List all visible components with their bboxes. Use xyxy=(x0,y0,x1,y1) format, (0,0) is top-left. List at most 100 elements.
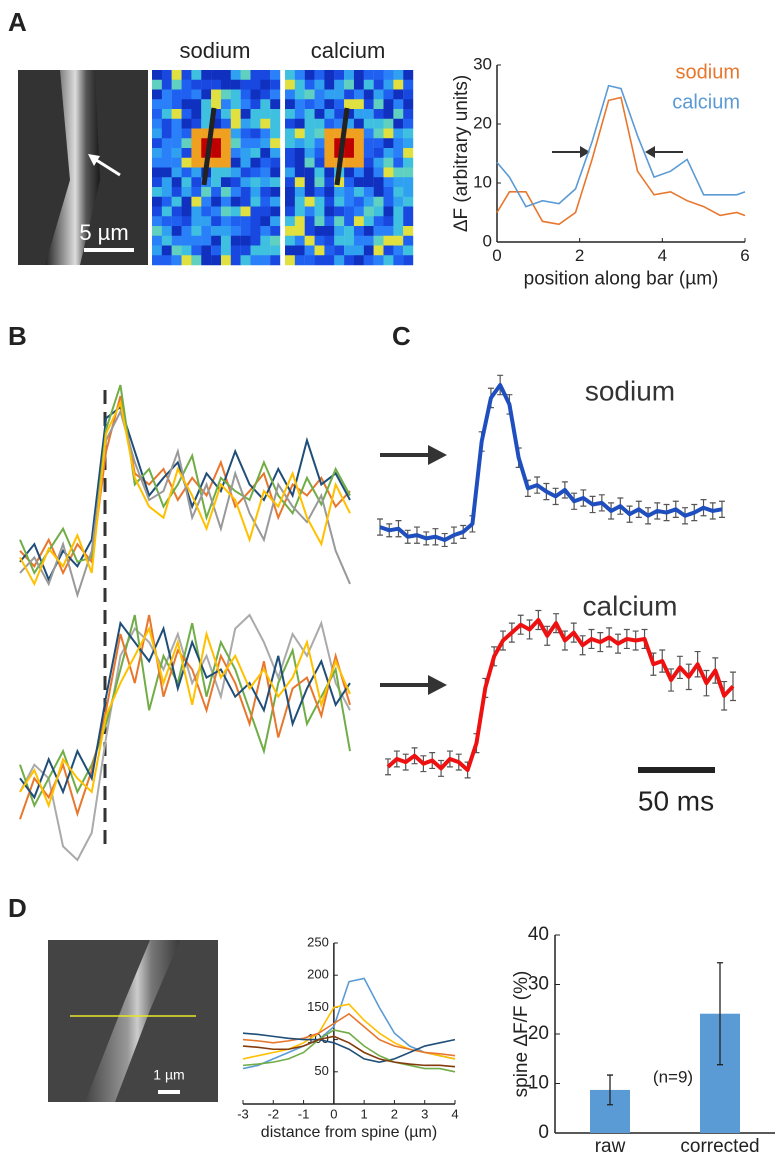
heatmap-cell xyxy=(324,187,335,197)
heatmap-cell xyxy=(304,148,315,158)
dendrite xyxy=(85,940,180,1102)
heatmap-cell xyxy=(324,118,335,129)
heatmap-cell xyxy=(270,196,281,207)
heatmap-cell xyxy=(353,235,364,246)
heatmap-cell xyxy=(240,157,251,168)
heatmap-cell xyxy=(171,226,182,236)
heatmap-cell xyxy=(260,167,271,178)
heatmap-cell xyxy=(230,109,241,119)
heatmap-cell xyxy=(393,206,404,217)
heatmap-cell xyxy=(363,196,374,207)
heatmap-cell xyxy=(373,245,384,256)
heatmap-cell xyxy=(152,196,162,207)
heatmap-cell xyxy=(181,118,192,129)
heatmap-cell xyxy=(220,167,231,178)
heatmap-cell xyxy=(363,177,374,188)
heatmap-cell xyxy=(211,148,222,158)
heatmap-cell xyxy=(403,128,414,139)
y-tick-label: 0 xyxy=(538,1122,549,1143)
y-tick-label: 50 xyxy=(314,1063,328,1078)
heatmap-cell xyxy=(363,109,374,119)
trace-title: calcium xyxy=(583,590,678,621)
trace-title: sodium xyxy=(585,375,675,406)
heatmap-cell xyxy=(324,235,335,246)
heatmap-cell xyxy=(314,167,325,178)
heatmap-cell xyxy=(152,89,162,100)
heatmap-cell xyxy=(240,109,251,119)
heatmap-cell xyxy=(171,118,182,129)
trace xyxy=(379,383,723,542)
heatmap-cell xyxy=(250,226,261,236)
heatmap-cell xyxy=(344,177,355,188)
heatmap-cell xyxy=(230,235,241,246)
heatmap-cell xyxy=(334,196,345,207)
x-tick-label: raw xyxy=(595,1136,626,1157)
heatmap-cell xyxy=(250,79,261,90)
heatmap-cell xyxy=(334,118,345,129)
heatmap-cell xyxy=(393,109,404,119)
heatmap-cell xyxy=(250,157,261,168)
heatmap-cell xyxy=(294,109,305,119)
heatmap-cell xyxy=(260,187,271,197)
trace xyxy=(19,399,351,587)
arrow-head xyxy=(645,146,655,158)
heatmap-cell xyxy=(285,177,295,188)
heatmap-cell xyxy=(393,118,404,129)
error-bar xyxy=(607,1074,613,1106)
heatmap-cell xyxy=(285,99,295,110)
error-bar xyxy=(717,962,723,1066)
heatmap-cell xyxy=(191,148,202,158)
heatmap-cell xyxy=(220,148,231,158)
heatmap-cell xyxy=(171,255,182,266)
y-tick-label: 20 xyxy=(473,113,492,132)
heatmap-cell xyxy=(230,138,241,149)
heatmap-cell xyxy=(211,187,222,197)
heatmap-cell xyxy=(270,138,281,149)
heatmap-cell xyxy=(230,216,241,227)
heatmap-cell xyxy=(191,245,202,256)
heatmap-cell xyxy=(383,245,394,256)
heatmap-cell xyxy=(220,89,231,100)
heatmap-cell xyxy=(220,235,231,246)
annotation: (n=9) xyxy=(653,1067,693,1086)
heatmap-cell xyxy=(270,118,281,129)
heatmap-cell xyxy=(161,187,172,197)
heatmap-cell xyxy=(304,118,315,129)
heatmap-cell xyxy=(171,206,182,217)
heatmap-cell xyxy=(344,148,355,158)
heatmap-cell xyxy=(314,138,325,149)
panel-label: A xyxy=(8,7,27,37)
heatmap-cell xyxy=(191,206,202,217)
heatmap-cell xyxy=(260,177,271,188)
panel-label: B xyxy=(8,321,27,351)
heatmap-cell xyxy=(324,206,335,217)
heatmap-cell xyxy=(171,235,182,246)
heatmap-cell xyxy=(211,206,222,217)
heatmap-cell xyxy=(260,70,271,80)
heatmap-cell xyxy=(294,167,305,178)
heatmap-cell xyxy=(393,99,404,110)
data-line xyxy=(496,84,746,208)
heatmap-cell xyxy=(344,235,355,246)
heatmap-cell xyxy=(152,187,162,197)
heatmap-cell xyxy=(152,235,162,246)
x-tick-label: -3 xyxy=(237,1106,249,1121)
heatmap-cell xyxy=(373,89,384,100)
heatmap-cell xyxy=(285,255,295,266)
heatmap-cell xyxy=(344,128,355,139)
y-tick-label: 0 xyxy=(483,231,492,250)
heatmap-cell xyxy=(334,138,345,149)
heatmap-cell xyxy=(304,138,315,149)
heatmap-cell xyxy=(353,89,364,100)
heatmap-cell xyxy=(250,196,261,207)
heatmap-cell xyxy=(373,206,384,217)
heatmap-cell xyxy=(161,235,172,246)
heatmap-cell xyxy=(270,148,281,158)
heatmap-cell xyxy=(393,216,404,227)
heatmap-cell xyxy=(353,245,364,256)
heatmap-cell xyxy=(324,226,335,236)
heatmap-cell xyxy=(344,216,355,227)
heatmap-cell xyxy=(171,128,182,139)
heatmap-cell xyxy=(393,157,404,168)
heatmap-cell xyxy=(334,216,345,227)
